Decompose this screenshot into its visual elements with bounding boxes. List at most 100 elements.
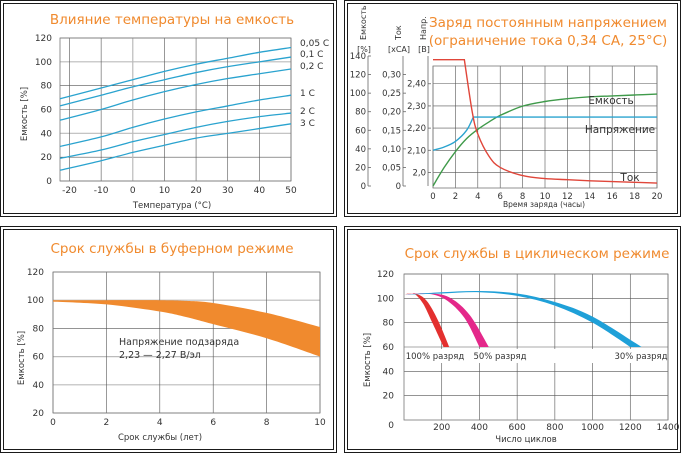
- x-tick-label: 400: [471, 423, 488, 433]
- x-tick-label: 10: [540, 192, 551, 202]
- y-tick-label: 60: [41, 106, 53, 116]
- chart-title: Срок службы в буферном режиме: [50, 241, 293, 257]
- series-line: [59, 56, 292, 107]
- x-tick-label: 14: [584, 192, 595, 202]
- x-tick-label: 20: [652, 192, 663, 202]
- x-tick-label: -10: [94, 186, 109, 196]
- x-tick-label: 1400: [657, 423, 679, 433]
- chart-title: Срок службы в циклическом режиме: [405, 246, 670, 262]
- current-tick-label: 0,05: [382, 163, 401, 173]
- series-line: [59, 123, 292, 171]
- annotation-line-2: 2,23 — 2,27 В/эл: [119, 350, 201, 361]
- series-line: [59, 112, 292, 159]
- x-tick-label: 600: [509, 423, 526, 433]
- series-line: [59, 68, 292, 121]
- series-line: [59, 46, 292, 100]
- x-tick-label: 0: [130, 186, 136, 196]
- x-tick-label: 4: [157, 418, 163, 428]
- plot-frame: [403, 273, 669, 421]
- voltage-tick-label: 2,10: [407, 146, 426, 156]
- x-tick-label: 10: [314, 418, 326, 428]
- series-label: 0,2 C: [300, 62, 323, 72]
- x-tick-label: 1000: [581, 423, 604, 433]
- x-tick-label: 0: [430, 192, 435, 202]
- series-label: 0,1 C: [300, 50, 323, 60]
- x-axis-label: Время заряда (часы): [503, 200, 585, 209]
- constant-voltage-charge-chart: Заряд постоянным напряжением (ограничени…: [350, 5, 668, 209]
- y-tick-label: 40: [33, 381, 45, 391]
- y-tick-label: 80: [383, 319, 395, 329]
- x-tick-label: 20: [190, 186, 202, 196]
- x-tick-label: 50: [285, 186, 297, 196]
- float-life-panel: Срок службы в буферном режиме 20 40 60 80 10…: [0, 226, 337, 453]
- chart-title: Заряд постоянным напряжением: [429, 15, 667, 31]
- series-label: Напряжение: [585, 124, 655, 136]
- x-tick-label: 2: [453, 192, 458, 202]
- x-axis-label: Температура (°C): [132, 201, 211, 211]
- capacity-tick-label: 40: [355, 145, 366, 155]
- voltage-tick-label: 2,20: [407, 124, 426, 134]
- axis-unit: [xCA]: [388, 45, 410, 54]
- series-label: Ток: [619, 172, 639, 184]
- label-backdrop: [414, 349, 663, 363]
- x-tick-label: 16: [607, 192, 618, 202]
- annotation-line-1: Напряжение подзаряда: [119, 337, 239, 348]
- series-line: [59, 94, 292, 148]
- capacity-tick-label: 0: [361, 182, 366, 192]
- series-label: 50% разряд: [473, 352, 526, 362]
- y-tick-label: 80: [41, 82, 53, 92]
- y-tick-label: 20: [383, 392, 395, 402]
- y-axis-label: Емкость [%]: [363, 333, 373, 387]
- cycle-life-panel: Срок службы в циклическом режиме 0 20 40 60…: [344, 226, 681, 453]
- chart-subtitle: (ограничение тока 0,34 CA, 25°C): [429, 33, 668, 49]
- y-tick-label: 20: [41, 153, 53, 163]
- y-tick-label: 40: [383, 367, 395, 377]
- x-tick-label: 6: [497, 192, 502, 202]
- y-tick-label: 120: [27, 268, 44, 278]
- cycle-life-chart: Срок службы в циклическом режиме 0 20 40 60…: [363, 246, 679, 445]
- series-label: 3 C: [300, 119, 315, 129]
- y-tick-label: 120: [35, 34, 52, 44]
- capacity-tick-label: 60: [355, 126, 366, 136]
- y-tick-label: 100: [377, 294, 394, 304]
- x-tick-label: 0: [50, 418, 56, 428]
- y-tick-label: 120: [377, 270, 394, 280]
- y-tick-label: 0: [388, 421, 394, 431]
- series-line: [432, 116, 657, 151]
- x-tick-label: -20: [62, 186, 77, 196]
- current-tick-label: 0,20: [382, 108, 401, 118]
- y-axis-label: Емкость [%]: [17, 331, 27, 385]
- x-tick-label: 6: [210, 418, 216, 428]
- cycle-band: [404, 293, 450, 347]
- x-axis-label: Срок службы (лет): [118, 433, 202, 443]
- y-tick-label: 80: [33, 324, 45, 334]
- x-tick-label: 200: [433, 423, 450, 433]
- axis-unit: [B]: [418, 45, 430, 54]
- x-tick-label: 12: [562, 192, 573, 202]
- capacity-tick-label: 100: [350, 89, 366, 99]
- capacity-tick-label: 80: [355, 108, 366, 118]
- series-label: Емкость: [588, 95, 633, 107]
- series-line: [432, 93, 658, 187]
- cycle-band: [404, 291, 642, 347]
- series-label: 30% разряд: [614, 352, 667, 362]
- voltage-tick-label: 2,30: [407, 102, 426, 112]
- x-tick-label: 8: [264, 418, 270, 428]
- current-tick-label: 0,15: [382, 126, 401, 136]
- plot-frame: [432, 65, 658, 189]
- x-tick-label: 10: [159, 186, 171, 196]
- float-life-chart: Срок службы в буферном режиме 2040608010…: [17, 241, 326, 443]
- temperature-effect-panel: Влияние температуры на емкость 0 20 40 60 80…: [0, 0, 337, 217]
- x-tick-label: 30: [222, 186, 234, 196]
- constant-voltage-charge-panel: Заряд постоянным напряжением (ограничени…: [344, 0, 681, 217]
- voltage-tick-label: 2,0: [412, 168, 426, 178]
- series-label: 0,05 C: [300, 39, 329, 49]
- y-tick-label: 60: [383, 343, 395, 353]
- temperature-effect-chart: Влияние температуры на емкость 0 20 40 60 80…: [20, 12, 329, 211]
- plot-frame: [59, 37, 292, 182]
- x-axis-label: Число циклов: [495, 435, 556, 445]
- x-tick-label: 18: [629, 192, 640, 202]
- series-label: 1 C: [300, 89, 315, 99]
- series-label: 2 C: [300, 107, 315, 117]
- current-tick-label: 0,30: [382, 71, 401, 81]
